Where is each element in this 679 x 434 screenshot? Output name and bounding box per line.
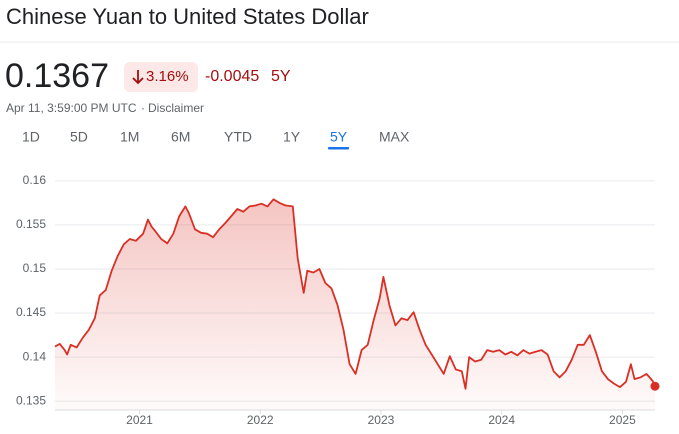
range-tab[interactable]: 1Y	[283, 129, 301, 145]
y-tick-label: 0.155	[16, 217, 46, 231]
range-tab[interactable]: 1D	[22, 129, 40, 145]
range-tab[interactable]: MAX	[379, 129, 410, 145]
range-tab[interactable]: 5D	[70, 129, 88, 145]
area-fill	[55, 199, 655, 410]
selected-underline	[328, 147, 350, 150]
y-tick-label: 0.14	[23, 349, 47, 363]
price: 0.1367	[5, 57, 109, 95]
y-tick-label: 0.145	[16, 305, 46, 319]
range-tab[interactable]: 1M	[120, 129, 139, 145]
x-tick-label: 2024	[488, 413, 515, 427]
separator: ·	[141, 101, 145, 115]
change-badge	[124, 62, 198, 92]
plot: 0.135 0.14 0.145 0.15 0.155 0.16 2021 2022 2023 2…	[16, 173, 660, 427]
x-tick-label: 2025	[609, 413, 636, 427]
change-percent: 3.16%	[146, 68, 189, 85]
price-line	[54, 198, 656, 390]
range-tab[interactable]: 6M	[171, 129, 190, 145]
y-tick-label: 0.16	[23, 173, 47, 187]
down-arrow	[132, 70, 144, 85]
range-tab[interactable]: 5Y	[330, 129, 348, 145]
x-tick-label: 2022	[247, 413, 274, 427]
title: Chinese Yuan to United States Dollar	[6, 4, 369, 29]
y-tick-label: 0.15	[23, 261, 47, 275]
timestamp: Apr 11, 3:59:00 PM UTC	[6, 101, 137, 115]
y-tick-label: 0.135	[16, 393, 46, 407]
change-period: 5Y	[271, 68, 291, 85]
change-absolute: -0.0045	[205, 68, 259, 85]
range-tab[interactable]: YTD	[224, 129, 252, 145]
x-tick-label: 2023	[368, 413, 395, 427]
disclaimer-link[interactable]: Disclaimer	[148, 101, 204, 115]
x-tick-label: 2021	[126, 413, 153, 427]
range-tabs: 1D 5D 1M 6M YTD 1Y 5Y MAX	[22, 129, 410, 150]
last-point	[650, 381, 660, 391]
